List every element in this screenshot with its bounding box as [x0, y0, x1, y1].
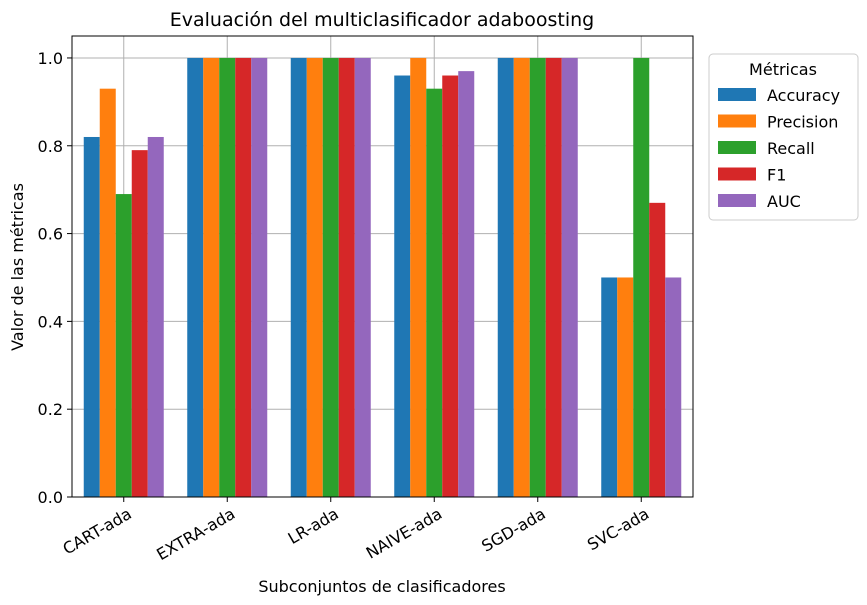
y-tick-label: 0.4 — [38, 312, 63, 331]
legend-label: Precision — [767, 113, 838, 132]
y-tick-label: 0.6 — [38, 225, 63, 244]
legend-label: Recall — [767, 139, 815, 158]
bar-recall-naive-ada — [426, 88, 443, 497]
legend-items: Accuracy Precision Recall F1 AUC — [718, 86, 840, 211]
y-tick-label: 0.8 — [38, 137, 63, 156]
y-axis-ticks: 0.0 0.2 0.4 0.6 0.8 1.0 — [38, 49, 72, 507]
x-axis-label: Subconjuntos de clasificadores — [258, 577, 505, 596]
x-tick-label: CART-ada — [59, 504, 134, 558]
bar-recall-sgd-ada — [529, 57, 546, 497]
bar-accuracy-extra-ada — [187, 57, 204, 497]
x-tick-label: NAIVE-ada — [363, 504, 445, 563]
legend-label: Accuracy — [767, 86, 840, 105]
bar-precision-lr-ada — [306, 57, 323, 497]
plot-frame — [71, 35, 694, 498]
y-tick-label: 0.0 — [38, 488, 63, 507]
bar-recall-cart-ada — [115, 194, 132, 498]
bar-accuracy-svc-ada — [601, 277, 618, 497]
x-tick-label: EXTRA-ada — [153, 504, 238, 564]
bar-auc-extra-ada — [251, 57, 268, 497]
legend-label: AUC — [767, 192, 801, 211]
bar-auc-naive-ada — [458, 71, 475, 497]
legend-swatch — [718, 141, 756, 154]
bar-precision-cart-ada — [99, 88, 116, 497]
legend-swatch — [718, 167, 756, 181]
bar-recall-extra-ada — [219, 57, 236, 497]
bar-accuracy-naive-ada — [394, 75, 411, 497]
y-axis-label: Valor de las métricas — [8, 183, 27, 351]
bar-recall-lr-ada — [322, 57, 339, 497]
bar-f1-cart-ada — [131, 150, 148, 497]
bar-auc-svc-ada — [665, 277, 682, 497]
bar-auc-lr-ada — [354, 57, 371, 497]
y-tick-label: 0.2 — [38, 400, 63, 419]
legend-swatch — [718, 194, 756, 207]
legend-label: F1 — [767, 166, 786, 185]
bar-f1-sgd-ada — [545, 57, 562, 497]
bar-f1-naive-ada — [442, 75, 459, 497]
bar-auc-sgd-ada — [561, 57, 578, 497]
x-tick-label: SGD-ada — [478, 504, 548, 556]
legend-swatch — [718, 88, 756, 101]
legend: Métricas Accuracy Precision Recall F1 AUC — [708, 53, 859, 221]
legend-swatch — [718, 114, 756, 128]
grid-lines — [72, 36, 693, 498]
bar-accuracy-lr-ada — [290, 57, 307, 497]
legend-title: Métricas — [749, 60, 817, 79]
bar-precision-sgd-ada — [513, 57, 530, 497]
x-tick-label: LR-ada — [285, 504, 342, 548]
bar-recall-svc-ada — [633, 57, 650, 497]
bar-auc-cart-ada — [147, 136, 164, 497]
bar-f1-extra-ada — [235, 57, 252, 497]
x-axis-ticks: CART-ada EXTRA-ada LR-ada NAIVE-ada SGD-ada S… — [59, 497, 652, 564]
bars — [83, 57, 682, 498]
bar-accuracy-sgd-ada — [497, 57, 514, 497]
bar-f1-lr-ada — [338, 57, 355, 497]
bar-accuracy-cart-ada — [83, 136, 100, 497]
x-tick-label: SVC-ada — [584, 504, 652, 554]
bar-precision-extra-ada — [203, 57, 220, 497]
bar-precision-naive-ada — [410, 57, 427, 497]
chart-title: Evaluación del multiclasificador adaboos… — [170, 9, 594, 31]
y-tick-label: 1.0 — [38, 49, 63, 68]
bar-f1-svc-ada — [649, 202, 666, 498]
bar-precision-svc-ada — [617, 277, 634, 497]
